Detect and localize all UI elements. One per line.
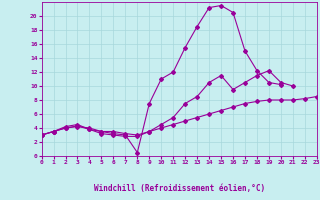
X-axis label: Windchill (Refroidissement éolien,°C): Windchill (Refroidissement éolien,°C): [94, 184, 265, 193]
